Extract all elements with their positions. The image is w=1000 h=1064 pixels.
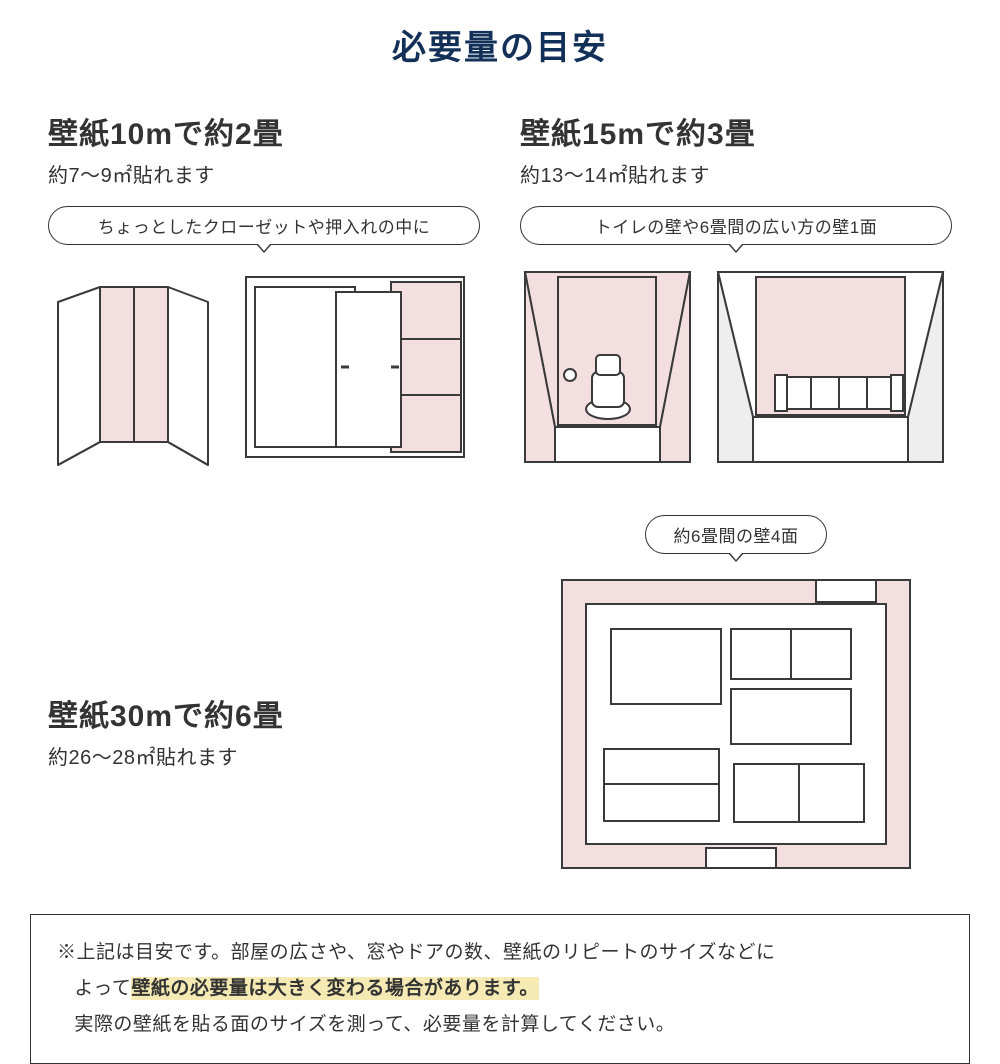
note-line-2a: よって [74, 978, 131, 999]
bubble-15m: トイレの壁や6畳間の広い方の壁1面 [520, 206, 952, 245]
sliding-door-icon [241, 267, 471, 467]
block-10m: 壁紙10mで約2畳 約7～9㎡貼れます ちょっとしたクローゼットや押入れの中に [48, 109, 480, 467]
note-highlight: 壁紙の必要量は大きく変わる場合があります。 [131, 977, 539, 1000]
note-line-3: 実際の壁紙を貼る面のサイズを測って、必要量を計算してください。 [57, 1007, 943, 1043]
sub-15m: 約13～14㎡貼れます [520, 159, 952, 188]
disclaimer-box: ※上記は目安です。部屋の広さや、窓やドアの数、壁紙のリピートのサイズなどに よっ… [30, 914, 970, 1064]
heading-10m: 壁紙10mで約2畳 [48, 109, 480, 153]
toilet-room-icon [520, 267, 695, 467]
bubble-30m: 約6畳間の壁4面 [645, 515, 828, 554]
note-line-1: ※上記は目安です。部屋の広さや、窓やドアの数、壁紙のリピートのサイズなどに [57, 935, 943, 971]
floor-plan-icon [556, 574, 916, 874]
heading-30m: 壁紙30mで約6畳 [48, 691, 480, 735]
sub-10m: 約7～9㎡貼れます [48, 159, 480, 188]
bubble-10m: ちょっとしたクローゼットや押入れの中に [48, 206, 480, 245]
closet-icon [48, 267, 223, 467]
block-15m: 壁紙15mで約3畳 約13～14㎡貼れます トイレの壁や6畳間の広い方の壁1面 [520, 109, 952, 467]
content-grid: 壁紙10mで約2畳 約7～9㎡貼れます ちょっとしたクローゼットや押入れの中に [0, 69, 1000, 894]
sub-30m: 約26～28㎡貼れます [48, 741, 480, 770]
block-30m-plan: 約6畳間の壁4面 [520, 497, 952, 874]
page-title: 必要量の目安 [0, 0, 1000, 69]
block-30m: 壁紙30mで約6畳 約26～28㎡貼れます [48, 601, 480, 770]
note-line-3-text: 実際の壁紙を貼る面のサイズを測って、必要量を計算してください。 [74, 1014, 675, 1035]
living-wall-icon [713, 267, 948, 467]
heading-15m: 壁紙15mで約3畳 [520, 109, 952, 153]
note-line-2: よって壁紙の必要量は大きく変わる場合があります。 [57, 971, 943, 1007]
